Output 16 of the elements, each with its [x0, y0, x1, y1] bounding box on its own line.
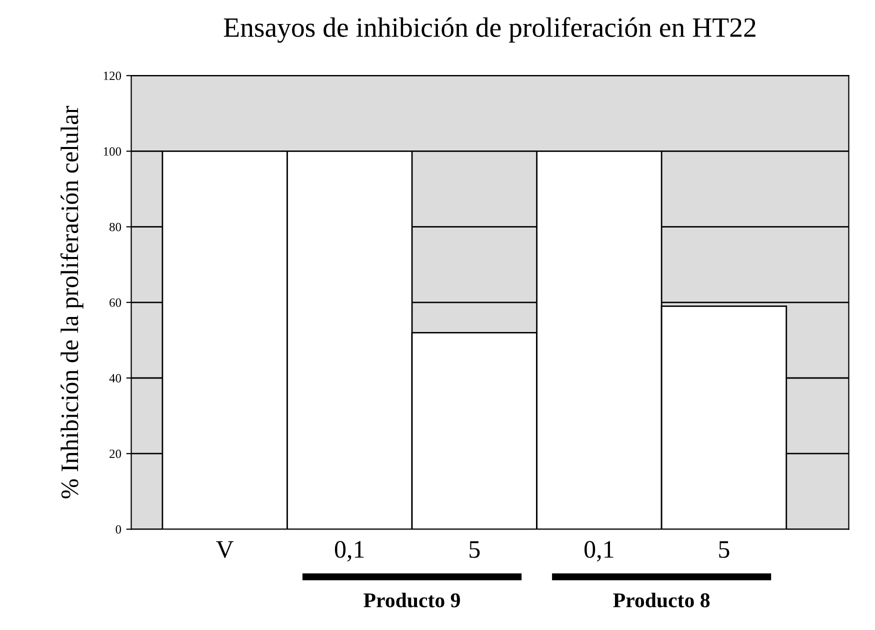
y-tick-label: 20 [110, 450, 122, 458]
x-tick-label: 0,1 [584, 541, 614, 562]
y-tick-label: 80 [110, 222, 122, 232]
text: Producto 8 [613, 592, 710, 608]
x-tick-label: V [216, 541, 234, 558]
y-tick-label: 60 [110, 298, 122, 307]
chart-title: Ensayos de inhibición de proliferación en HT22 [224, 17, 756, 43]
x-tick-label: 5 [470, 541, 480, 558]
x-tick-label: 5 [719, 541, 730, 558]
x-tick-label: 0,1 [334, 541, 364, 562]
y-axis-title: % Inhibición de la proliferación celular [60, 106, 84, 498]
y-tick-label: 40 [109, 374, 122, 382]
y-tick-label: 100 [104, 147, 122, 156]
y-tick-label: 120 [104, 72, 122, 80]
text: Producto 9 [364, 592, 460, 608]
y-tick-label: 0 [116, 525, 122, 534]
